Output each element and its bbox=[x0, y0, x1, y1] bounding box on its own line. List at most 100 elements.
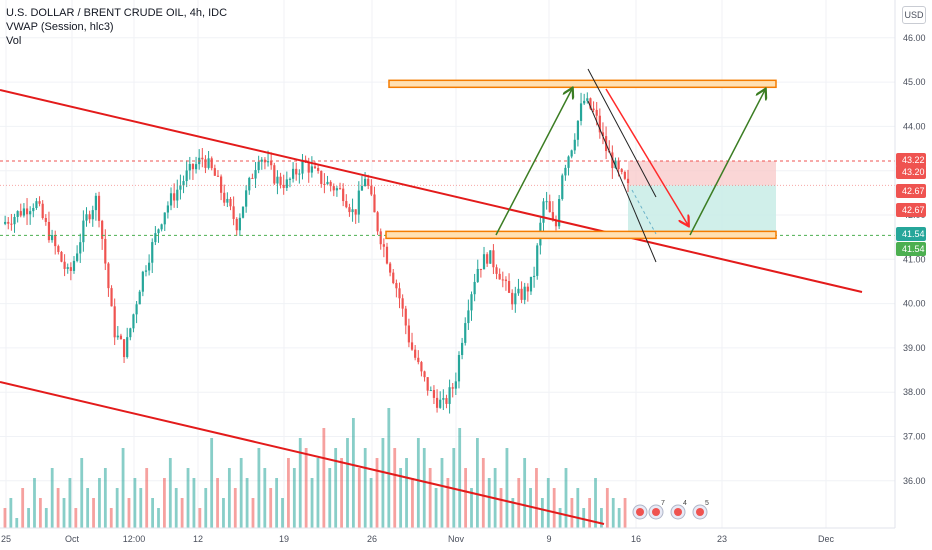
candle-body bbox=[576, 120, 580, 140]
candle-body bbox=[423, 371, 426, 378]
candle-body bbox=[110, 288, 113, 307]
candle-body bbox=[348, 207, 351, 213]
volume-bar bbox=[298, 438, 302, 528]
candle-body bbox=[91, 210, 94, 220]
volume-bar bbox=[239, 458, 243, 528]
volume-bar bbox=[74, 508, 78, 528]
symbol-title[interactable]: U.S. DOLLAR / BRENT CRUDE OIL, 4h, IDC bbox=[6, 7, 228, 19]
volume-bar bbox=[222, 498, 225, 528]
volume-bar bbox=[405, 458, 408, 528]
volume-bar bbox=[499, 488, 503, 528]
candle-body bbox=[464, 323, 467, 343]
volume-bar bbox=[80, 458, 84, 528]
volume-bar bbox=[245, 478, 249, 528]
x-tick-label: 25 bbox=[1, 534, 11, 544]
volume-bar bbox=[233, 488, 237, 528]
volume-bar bbox=[399, 468, 403, 528]
volume-bar bbox=[363, 448, 367, 528]
volume-bar bbox=[600, 508, 603, 528]
candle-body bbox=[126, 337, 129, 358]
volume-bar bbox=[251, 498, 255, 528]
volume-bar bbox=[428, 468, 432, 528]
volume-bar bbox=[115, 488, 119, 528]
candle-body bbox=[382, 244, 385, 247]
candle-body bbox=[220, 176, 223, 193]
candle-body bbox=[116, 335, 119, 338]
x-tick-label: Dec bbox=[818, 534, 835, 544]
volume-bar bbox=[546, 478, 550, 528]
y-tick-label: 45.00 bbox=[903, 77, 926, 87]
candle-body bbox=[204, 159, 207, 168]
candle-body bbox=[154, 233, 157, 243]
candle-body bbox=[60, 251, 63, 262]
volume-indicator-label[interactable]: Vol bbox=[6, 35, 22, 47]
candle-body bbox=[266, 161, 270, 163]
candle-body bbox=[435, 397, 439, 408]
candle-body bbox=[313, 166, 317, 169]
candle-body bbox=[279, 176, 282, 185]
volume-bar bbox=[292, 468, 296, 528]
candle-body bbox=[417, 357, 420, 363]
currency-button[interactable]: USD bbox=[902, 6, 926, 24]
volume-bar bbox=[340, 458, 343, 528]
x-tick-label: 12 bbox=[193, 534, 203, 544]
candle-body bbox=[35, 201, 38, 209]
candle-body bbox=[363, 178, 367, 187]
candle-body bbox=[173, 193, 176, 201]
volume-bar bbox=[21, 488, 25, 528]
candle-body bbox=[32, 208, 35, 212]
candle-body bbox=[451, 387, 454, 389]
candle-body bbox=[4, 221, 7, 224]
candle-body bbox=[179, 185, 182, 190]
candle-body bbox=[185, 170, 188, 182]
volume-bar bbox=[558, 508, 562, 528]
y-tick-label: 44.00 bbox=[903, 121, 926, 131]
trendline-lower bbox=[0, 381, 605, 525]
candle-body bbox=[457, 355, 461, 382]
price-tag bbox=[896, 242, 926, 256]
candle-body bbox=[548, 201, 551, 213]
candle-body bbox=[586, 98, 589, 101]
volume-bar bbox=[422, 448, 426, 528]
candle-body bbox=[119, 335, 123, 340]
candle-body bbox=[432, 390, 436, 398]
x-tick-label: Oct bbox=[65, 534, 80, 544]
volume-bar bbox=[481, 458, 485, 528]
candle-body bbox=[88, 214, 91, 220]
volume-bar bbox=[103, 468, 107, 528]
candle-body bbox=[567, 156, 570, 168]
candle-body bbox=[85, 214, 88, 221]
candle-body bbox=[54, 235, 57, 247]
candle-body bbox=[523, 286, 526, 300]
vwap-indicator-label[interactable]: VWAP (Session, hlc3) bbox=[6, 21, 114, 33]
volume-bar bbox=[38, 498, 42, 528]
candle-body bbox=[148, 262, 151, 271]
time-axis[interactable]: 25 Oct 12:00 12 19 26 Nov 9 16 23 Dec bbox=[0, 527, 895, 544]
candle-body bbox=[501, 279, 504, 281]
candle-body bbox=[188, 163, 191, 171]
candle-body bbox=[407, 325, 410, 343]
candle-body bbox=[63, 261, 66, 269]
volume-bar bbox=[56, 488, 60, 528]
candle-body bbox=[101, 220, 104, 239]
candle-body bbox=[216, 175, 220, 177]
candle-body bbox=[342, 188, 345, 202]
candle-body bbox=[132, 314, 135, 329]
candle-body bbox=[551, 212, 554, 221]
candle-body bbox=[22, 208, 26, 216]
candle-body bbox=[151, 242, 154, 263]
price-tag bbox=[896, 184, 926, 198]
candle-body bbox=[182, 181, 185, 186]
candle-body bbox=[526, 286, 529, 292]
candle-body bbox=[57, 246, 60, 252]
candle-body bbox=[517, 288, 520, 294]
price-tag bbox=[896, 165, 926, 179]
price-axis[interactable]: 46.0045.0044.0043.0042.0041.0040.0039.00… bbox=[894, 0, 926, 528]
candle-body bbox=[138, 291, 141, 305]
y-tick-label: 38.00 bbox=[903, 387, 926, 397]
volume-bar bbox=[204, 488, 208, 528]
event-icons[interactable]: 7 4 5 bbox=[632, 500, 709, 520]
volume-bar bbox=[440, 458, 444, 528]
candle-body bbox=[50, 235, 54, 241]
